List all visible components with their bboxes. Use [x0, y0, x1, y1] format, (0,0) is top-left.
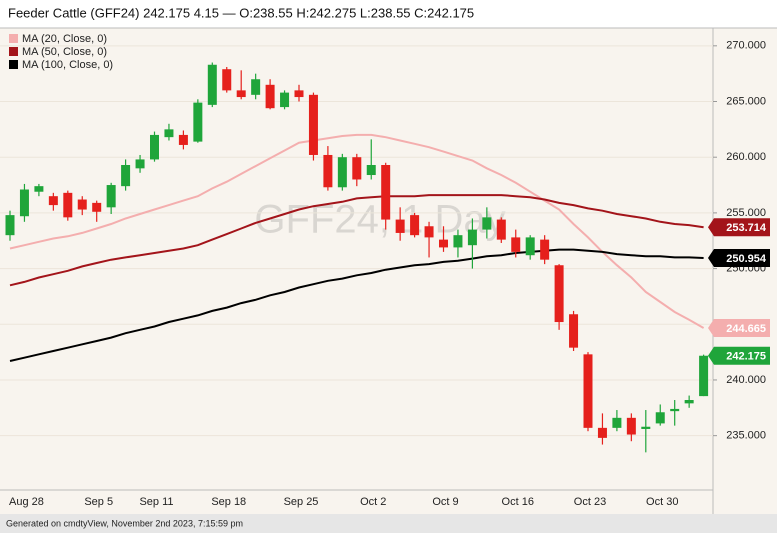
x-tick-label: Oct 9	[432, 496, 458, 508]
candle-body	[207, 64, 217, 105]
x-tick-label: Sep 18	[211, 496, 246, 508]
y-tick-label: 265.000	[726, 95, 766, 107]
candle-body	[135, 159, 145, 169]
candle-body	[164, 129, 174, 138]
candle-body	[222, 69, 232, 91]
x-tick-label: Oct 2	[360, 496, 386, 508]
candle-body	[554, 265, 564, 323]
candle-body	[482, 217, 492, 230]
candle-body	[5, 215, 15, 236]
candle-body	[106, 185, 116, 208]
price-label-box	[708, 319, 770, 338]
legend-label: MA (100, Close, 0)	[22, 59, 113, 71]
candle-body	[626, 417, 636, 435]
x-tick-label: Oct 16	[502, 496, 534, 508]
price-label-box	[708, 218, 770, 237]
x-tick-label: Sep 5	[84, 496, 113, 508]
candle-body	[612, 417, 622, 428]
candle-body	[569, 314, 579, 348]
candle-body	[77, 199, 87, 210]
candle-body	[540, 239, 550, 260]
candle-body	[670, 408, 680, 412]
price-label: 253.714	[726, 222, 767, 234]
x-tick-label: Oct 23	[574, 496, 606, 508]
ma-line	[9, 133, 705, 329]
candle-body	[395, 219, 405, 233]
candle-body	[511, 237, 521, 252]
candle-body	[496, 219, 506, 240]
x-tick-label: Aug 28	[9, 496, 44, 508]
candle-body	[193, 102, 203, 142]
watermark: GFF24, 1 Day	[254, 198, 505, 242]
candle-body	[337, 157, 347, 188]
price-label: 244.665	[726, 323, 766, 335]
candle-body	[453, 235, 463, 248]
candle-body	[684, 400, 694, 404]
price-label-box	[708, 346, 770, 365]
candle-body	[294, 90, 304, 98]
y-tick-label: 270.000	[726, 40, 766, 52]
candle-body	[381, 164, 391, 220]
candle-body	[583, 354, 593, 428]
price-label: 250.954	[726, 253, 767, 265]
candle-body	[352, 157, 362, 180]
legend-label: MA (50, Close, 0)	[22, 46, 107, 58]
x-tick-label: Sep 11	[139, 496, 173, 508]
candle-body	[251, 79, 261, 95]
legend-label: MA (20, Close, 0)	[22, 33, 107, 45]
price-label-box	[708, 248, 770, 267]
candle-body	[525, 237, 535, 256]
price-label: 242.175	[726, 351, 766, 363]
chart-title: Feeder Cattle (GFF24) 242.175 4.15 — O:2…	[8, 5, 474, 20]
footnote: Generated on cmdtyView, November 2nd 202…	[6, 518, 243, 528]
candle-body	[655, 412, 665, 424]
candle-body	[48, 196, 58, 206]
legend-swatch	[9, 47, 18, 56]
y-tick-label: 255.000	[726, 207, 766, 219]
candle-body	[280, 92, 290, 108]
candle-body	[323, 154, 333, 188]
candle-body	[308, 94, 318, 155]
x-tick-label: Oct 30	[646, 496, 678, 508]
candle-body	[641, 426, 651, 429]
candle-body	[467, 229, 477, 246]
candle-body	[410, 215, 420, 236]
footer-background	[0, 514, 777, 533]
plot-background	[0, 28, 777, 514]
candle-body	[439, 239, 448, 248]
candle-body	[366, 164, 376, 176]
legend-swatch	[9, 34, 18, 43]
candle-body	[63, 192, 73, 218]
candle-body	[597, 427, 607, 438]
candle-body	[699, 355, 709, 397]
candle-body	[150, 134, 159, 160]
candle-body	[424, 226, 434, 238]
ma-line	[9, 194, 704, 287]
ma-line	[9, 248, 704, 362]
candle-body	[34, 186, 44, 192]
y-tick-label: 235.000	[726, 430, 766, 442]
candle-body	[236, 90, 246, 98]
candle-body	[19, 189, 29, 217]
y-tick-label: 240.000	[726, 374, 766, 386]
candle-body	[265, 84, 275, 109]
x-tick-label: Sep 25	[284, 496, 319, 508]
legend-swatch	[9, 60, 18, 69]
y-tick-label: 260.000	[726, 151, 766, 163]
candle-body	[92, 202, 102, 212]
candle-body	[121, 164, 131, 187]
candle-body	[178, 134, 188, 145]
